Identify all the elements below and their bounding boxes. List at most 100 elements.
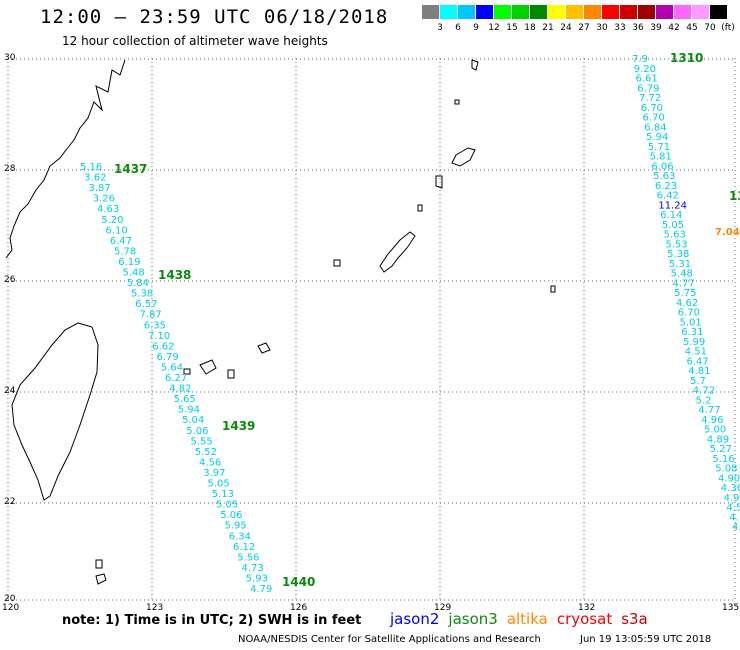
wave-height-value: 4. — [729, 512, 739, 523]
latitude-tick-label: 30 — [4, 53, 16, 63]
wave-height-value: 3.87 — [89, 183, 111, 194]
wave-height-value: 4.73 — [242, 563, 264, 574]
wave-height-value: 6.23 — [655, 181, 677, 192]
timestamp-text: Jun 19 13:05:59 UTC 2018 — [580, 634, 712, 645]
lat-lon-grid — [7, 58, 736, 601]
wave-height-value: 4.63 — [97, 204, 119, 215]
color-swatch — [674, 5, 691, 19]
ishigaki-island — [257, 342, 271, 354]
china-coast — [5, 59, 126, 259]
wave-height-value: 4.96 — [701, 415, 723, 426]
wave-height-value: 5.64 — [161, 362, 183, 373]
map-title: 12:00 – 23:59 UTC 06/18/2018 — [40, 6, 389, 28]
longitude-tick-label: 132 — [578, 603, 596, 613]
color-scale-label: 9 — [473, 23, 479, 33]
east-edge-pass-label: 13 — [729, 189, 740, 203]
color-scale-label: 18 — [524, 23, 536, 33]
taiwan-coastline — [11, 322, 99, 501]
wave-height-value: 5.38 — [667, 249, 689, 260]
wave-height-value: 11.24 — [658, 200, 687, 211]
wave-height-value: 5.16 — [80, 162, 102, 173]
map-subtitle: 12 hour collection of altimeter wave hei… — [62, 34, 328, 48]
islet-2 — [333, 259, 341, 267]
wave-height-value: 5.2 — [696, 395, 712, 406]
wave-height-value: 5.31 — [669, 259, 691, 270]
wave-height-value: 5.63 — [653, 171, 675, 182]
wave-height-value: 9.20 — [634, 64, 656, 75]
color-scale-label: 70 — [704, 23, 716, 33]
wave-height-value: 6.42 — [657, 191, 679, 202]
wave-height-value: 6.61 — [636, 74, 658, 85]
wave-height-value: 5.01 — [679, 317, 701, 328]
wave-height-value: 5.81 — [650, 152, 672, 163]
pass-number-label: 1440 — [282, 575, 315, 589]
longitude-tick-label: 135 — [722, 603, 740, 613]
wave-height-value: 6.70 — [678, 308, 700, 319]
longitude-tick-label: 123 — [146, 603, 164, 613]
color-scale-label: 6 — [455, 23, 461, 33]
wave-height-value: 5.00 — [704, 425, 726, 436]
wave-height-value: 5.63 — [664, 230, 686, 241]
wave-height-value: 5.52 — [195, 447, 217, 458]
color-scale-label: 45 — [686, 23, 698, 33]
wave-height-value: 6.34 — [229, 531, 251, 542]
wave-height-value: 6.70 — [641, 103, 663, 114]
wave-height-value: 5.55 — [191, 436, 213, 447]
wave-height-value: 4.81 — [688, 366, 710, 377]
color-swatch — [512, 5, 529, 19]
wave-height-value: 5.75 — [674, 288, 696, 299]
satellite-legend-item: jason3 — [448, 610, 498, 628]
wave-height-value: 5.78 — [114, 246, 136, 257]
wave-height-value: 5.06 — [220, 510, 242, 521]
wave-height-value: 6.10 — [106, 225, 128, 236]
color-swatch — [692, 5, 709, 19]
longitude-tick-label: 120 — [2, 603, 20, 613]
wave-height-value: 5.99 — [683, 337, 705, 348]
wave-height-value: 5.94 — [178, 405, 200, 416]
wave-height-value: 5.71 — [648, 142, 670, 153]
longitude-tick-label: 126 — [290, 603, 308, 613]
wave-height-value: 4.51 — [685, 347, 707, 358]
wave-height-value: 5.48 — [671, 269, 693, 280]
wave-height-value: 6.79 — [157, 352, 179, 363]
wave-height-value: 5.95 — [225, 521, 247, 532]
wave-height-value: 6.31 — [681, 327, 703, 338]
wave-height-value: 5.05 — [216, 500, 238, 511]
wave-height-value: 6.12 — [233, 542, 255, 553]
color-swatch — [566, 5, 583, 19]
wave-height-value: 6.84 — [644, 122, 666, 133]
wave-height-value: 5.05 — [208, 479, 230, 490]
color-scale-label: 30 — [596, 23, 608, 33]
color-scale-label: 15 — [506, 23, 518, 33]
wave-height-value: 5.13 — [212, 489, 234, 500]
wave-height-value: 5.16 — [712, 454, 734, 465]
color-scale-label: 21 — [542, 23, 554, 33]
wave-height-value: 5.04 — [182, 415, 204, 426]
latitude-tick-label: 22 — [4, 497, 16, 507]
islet-6 — [227, 369, 235, 379]
wave-height-value: 6.35 — [144, 320, 166, 331]
wave-height-value: 3.62 — [84, 173, 106, 184]
wave-height-value: 3.97 — [203, 468, 225, 479]
color-swatch — [602, 5, 619, 19]
satellite-legend-item: jason2 — [390, 610, 440, 628]
color-scale-label: 33 — [614, 23, 626, 33]
color-swatch — [548, 5, 565, 19]
latitude-tick-label: 26 — [4, 275, 16, 285]
wave-height-value: 4.36 — [721, 483, 740, 494]
wave-height-value: 7.72 — [639, 93, 661, 104]
color-swatch — [494, 5, 511, 19]
islet-7 — [183, 368, 191, 375]
okinawa-island — [379, 231, 416, 273]
wave-height-value: 4.62 — [676, 298, 698, 309]
wave-height-value: 6.47 — [110, 236, 132, 247]
wave-height-value: 4.82 — [169, 384, 191, 395]
latitude-tick-label: 24 — [4, 386, 16, 396]
color-swatch — [476, 5, 493, 19]
amami-island — [451, 147, 476, 167]
islet-9 — [417, 204, 423, 212]
wave-height-value: 4.77 — [698, 405, 720, 416]
islet-4 — [95, 573, 107, 585]
wave-height-value: 4.89 — [707, 434, 729, 445]
